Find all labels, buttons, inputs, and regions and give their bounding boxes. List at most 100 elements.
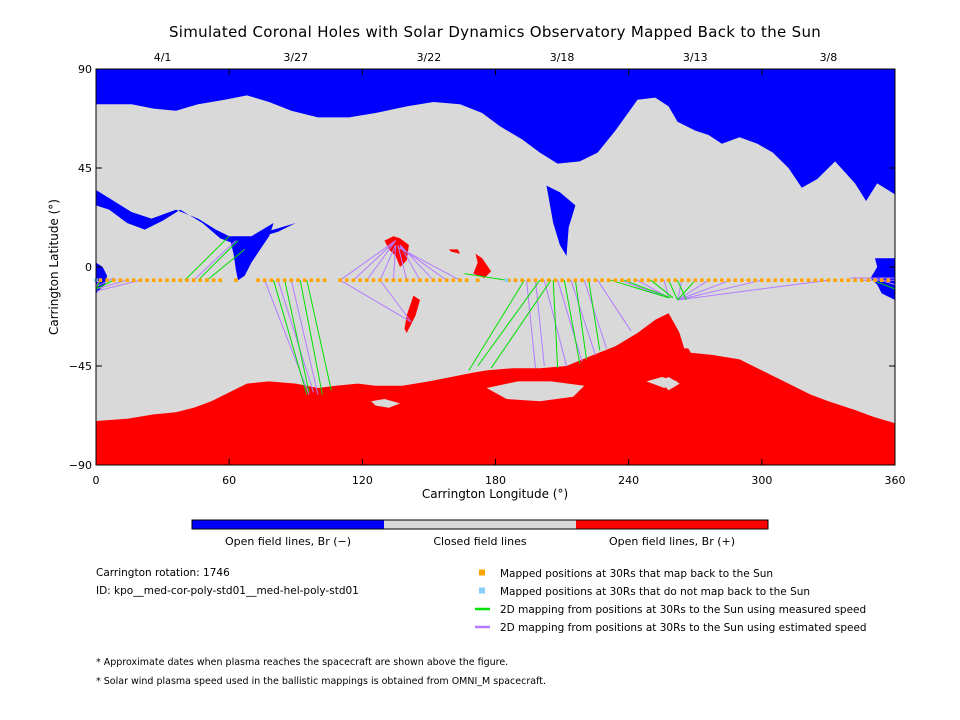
mapped-position-point: [879, 278, 884, 282]
mapped-position-point: [404, 278, 409, 282]
estimated-mapping-line: [677, 279, 829, 301]
mapped-position-point: [720, 278, 724, 282]
colorbar-frame: [191, 519, 769, 530]
mapped-position-point: [780, 278, 784, 282]
mapped-position-point: [151, 278, 156, 282]
mapped-position-point: [766, 278, 771, 282]
estimated-mapping-line: [677, 279, 762, 301]
measured-mapping-line: [668, 279, 678, 301]
mapped-position-point: [234, 278, 238, 282]
mapped-position-point: [839, 278, 844, 282]
date-tick-label: 4/1: [154, 51, 172, 64]
colorbar-label: Open field lines, Br (+): [609, 535, 735, 548]
mapped-position-point: [593, 278, 598, 282]
mapped-position-point: [653, 278, 658, 282]
y-tick-label: 0: [85, 261, 92, 274]
y-axis-ticks: −90 −45 0 45 90: [69, 63, 895, 472]
mapped-position-point: [438, 278, 442, 282]
mapped-position-point: [451, 278, 456, 282]
measured-mapping-line: [588, 280, 601, 351]
mapped-position-point: [740, 278, 744, 282]
unmapped-position-point: [504, 278, 509, 282]
mapped-position-point: [125, 278, 129, 282]
region-north-polar-negative: [96, 69, 895, 201]
mapped-position-point: [660, 278, 664, 282]
mapped-position-point: [746, 278, 751, 282]
footnote-dates: * Approximate dates when plasma reaches …: [96, 657, 508, 668]
legend-label: 2D mapping from positions at 30Rs to the…: [500, 604, 866, 616]
carrington-rotation-label: Carrington rotation: 1746: [96, 567, 230, 579]
mapped-position-point: [620, 278, 624, 282]
mapped-position-point: [198, 278, 203, 282]
mapped-position-point: [444, 278, 449, 282]
estimated-mapping-line: [570, 280, 596, 356]
measured-mapping-line: [650, 279, 674, 299]
legend-marker: [479, 569, 485, 576]
mapped-position-point: [185, 278, 189, 282]
estimated-mapping-line: [557, 280, 583, 362]
mapped-position-point: [364, 278, 369, 282]
estimated-mapping-line: [677, 279, 731, 301]
mapped-position-point: [378, 278, 382, 282]
mapped-position-point: [613, 278, 618, 282]
mapped-position-point: [733, 278, 737, 282]
estimated-mapping-line: [366, 240, 397, 281]
mapped-position-point: [398, 278, 402, 282]
mapped-position-point: [191, 278, 196, 282]
mapped-position-point: [171, 278, 176, 282]
region-negative-lobe-60: [229, 223, 274, 281]
mapped-position-point: [316, 278, 320, 282]
mapped-position-point: [98, 278, 103, 282]
mapped-position-point: [560, 278, 564, 282]
mapped-position-point: [886, 278, 891, 282]
mapped-position-point: [600, 278, 604, 282]
y-tick-label: 90: [78, 63, 92, 76]
mapped-position-point: [165, 278, 169, 282]
plot-area: [94, 68, 896, 466]
date-tick-label: 3/8: [820, 51, 838, 64]
mapped-position-point: [371, 278, 376, 282]
mapped-position-point: [546, 278, 551, 282]
mapped-position-point: [713, 278, 718, 282]
mapped-position-point: [786, 278, 791, 282]
mapped-position-point: [105, 278, 109, 282]
colorbar-label: Closed field lines: [433, 535, 527, 548]
mapped-position-point: [533, 278, 538, 282]
mapped-position-point: [309, 278, 314, 282]
mapped-position-point: [700, 278, 704, 282]
mapped-position-point: [211, 278, 216, 282]
estimated-mapping-line: [379, 279, 412, 323]
mapped-position-point: [322, 278, 327, 282]
y-tick-label: 45: [78, 162, 92, 175]
mapped-position-point: [118, 278, 123, 282]
x-tick-label: 60: [222, 474, 236, 487]
measured-mapping-line: [468, 279, 525, 371]
mapped-position-point: [806, 278, 811, 282]
closed-islands: [371, 326, 691, 408]
x-tick-label: 240: [618, 474, 639, 487]
x-tick-label: 360: [885, 474, 906, 487]
measured-mapping-line: [490, 279, 552, 369]
estimated-mapping-line: [392, 244, 397, 281]
mapped-position-point: [573, 278, 578, 282]
estimated-mapping-line: [290, 280, 319, 395]
estimated-mapping-line: [526, 280, 536, 369]
measured-mapping-line: [574, 280, 587, 360]
x-axis-label: Carrington Longitude (°): [422, 487, 568, 501]
estimated-mapping-line: [583, 280, 607, 349]
estimated-mapping-line: [597, 279, 632, 332]
mapped-position-point: [606, 278, 611, 282]
region-closed-island-5: [677, 326, 691, 349]
mapped-position-point: [458, 278, 462, 282]
colorbar-segment: [192, 520, 384, 529]
estimated-mapping-line: [379, 244, 397, 281]
x-tick-label: 0: [93, 474, 100, 487]
region-positive-lobe-160: [448, 249, 460, 254]
legend-marker: [479, 587, 485, 594]
region-closed-island-4: [659, 377, 680, 391]
mapped-position-point: [282, 278, 287, 282]
mapped-position-point: [262, 278, 267, 282]
mapped-position-point: [680, 278, 684, 282]
measured-mapping-line: [95, 279, 114, 290]
